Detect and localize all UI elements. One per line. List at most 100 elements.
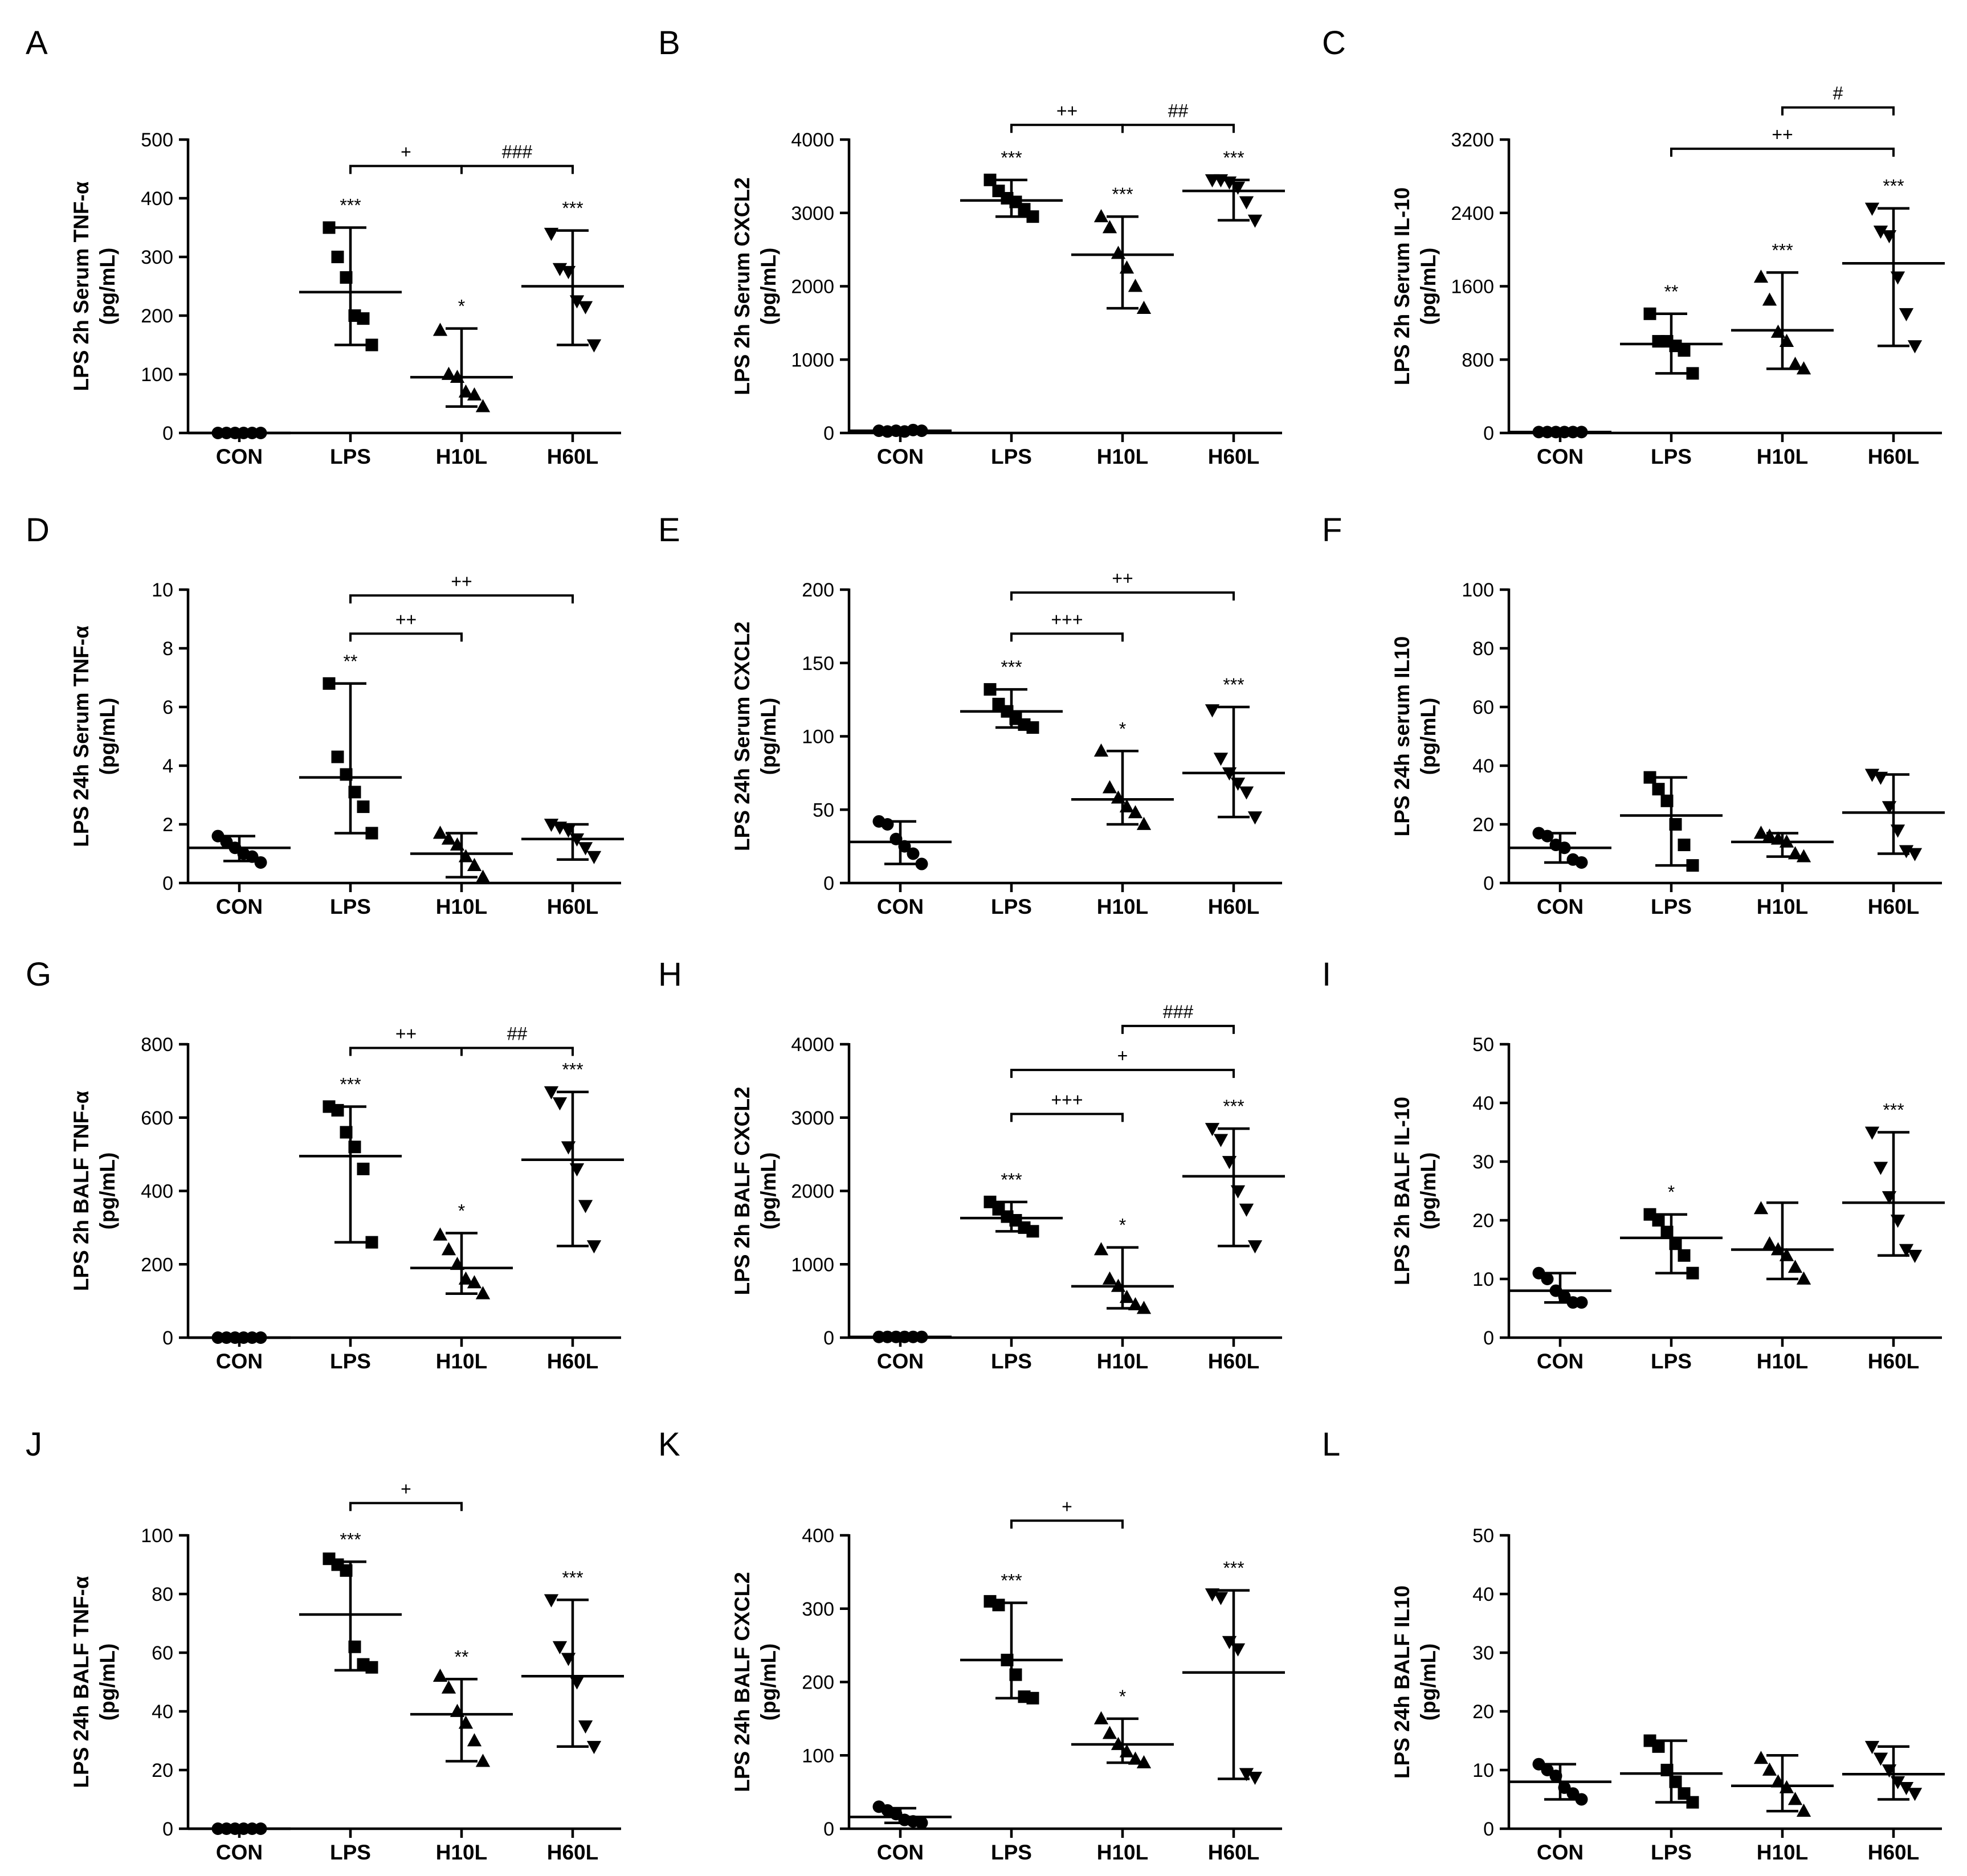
significance-stars: *** bbox=[1001, 657, 1022, 677]
data-point bbox=[357, 800, 370, 814]
x-category-label: CON bbox=[877, 1841, 924, 1864]
data-point bbox=[984, 683, 997, 696]
data-point bbox=[1102, 220, 1117, 234]
y-tick-label: 500 bbox=[141, 129, 173, 151]
data-point bbox=[578, 301, 593, 314]
panel-letter: J bbox=[26, 1426, 42, 1463]
significance-stars: *** bbox=[1223, 148, 1244, 168]
x-category-label: H10L bbox=[436, 1841, 487, 1864]
panel-letter: E bbox=[658, 512, 680, 549]
panel-c: C 0 800 1600 2400 3200 LPS 2h Serum IL-10 (pg/m… bbox=[1322, 24, 1945, 468]
bracket-label: # bbox=[1833, 83, 1843, 104]
data-point bbox=[1128, 1751, 1143, 1765]
bracket-label: ++ bbox=[1772, 124, 1793, 145]
bracket-label: ++ bbox=[1056, 100, 1078, 121]
y-tick-label: 4 bbox=[162, 755, 173, 777]
data-point bbox=[365, 827, 378, 840]
y-tick-label: 10 bbox=[152, 579, 173, 601]
bracket-label: ++ bbox=[1112, 568, 1133, 588]
y-axis-unit: (pg/mL) bbox=[757, 1152, 780, 1230]
panel-b: B 0 1000 2000 3000 4000 LPS 2h Serum CXCL2 (pg/… bbox=[658, 24, 1285, 468]
panel-letter: H bbox=[658, 956, 682, 993]
data-point bbox=[1652, 1740, 1665, 1753]
x-category-label: H60L bbox=[547, 1350, 598, 1373]
data-point bbox=[1026, 1225, 1039, 1238]
data-point bbox=[1575, 1793, 1588, 1806]
y-tick-label: 1600 bbox=[1451, 276, 1494, 298]
y-axis-title: LPS 24h BALF CXCL2 bbox=[731, 1572, 754, 1792]
data-point bbox=[1136, 1755, 1152, 1769]
panel-letter: C bbox=[1322, 24, 1346, 62]
y-tick-label: 0 bbox=[1483, 873, 1494, 894]
data-point bbox=[1686, 859, 1699, 872]
data-point bbox=[1686, 1796, 1699, 1809]
x-category-label: CON bbox=[877, 1350, 924, 1373]
y-tick-label: 300 bbox=[141, 247, 173, 268]
y-axis-title: LPS 2h Serum TNF-α bbox=[70, 181, 93, 391]
data-point bbox=[1541, 1273, 1554, 1285]
y-axis-title: LPS 24h Serum CXCL2 bbox=[731, 622, 754, 851]
data-point bbox=[1247, 214, 1263, 228]
y-tick-label: 150 bbox=[802, 653, 834, 675]
data-point bbox=[1643, 307, 1656, 320]
y-tick-label: 20 bbox=[1472, 814, 1494, 836]
comparison-bracket bbox=[460, 1047, 574, 1056]
data-point bbox=[1762, 828, 1777, 842]
y-axis-unit: (pg/mL) bbox=[96, 1152, 119, 1230]
y-tick-label: 3200 bbox=[1451, 129, 1494, 151]
data-point bbox=[331, 750, 344, 763]
x-category-label: LPS bbox=[330, 445, 371, 468]
y-tick-label: 1000 bbox=[791, 1254, 834, 1276]
significance-stars: ** bbox=[1664, 281, 1679, 302]
comparison-bracket bbox=[1121, 1024, 1235, 1034]
significance-stars: *** bbox=[1001, 1570, 1022, 1591]
bracket-label: ++ bbox=[451, 571, 472, 591]
y-tick-label: 200 bbox=[802, 579, 834, 601]
panel-j: J 0 20 40 60 80 100 LPS 24h BALF TNF-α (pg/mL) CO… bbox=[26, 1426, 624, 1864]
y-axis-title: LPS 2h Serum CXCL2 bbox=[731, 177, 754, 395]
data-point bbox=[475, 399, 491, 412]
significance-stars: * bbox=[458, 296, 465, 317]
panel-f: F 0 20 40 60 80 100 LPS 24h serum IL10 (pg/mL) CO… bbox=[1322, 512, 1945, 918]
data-point bbox=[1093, 1242, 1109, 1256]
data-point bbox=[1788, 1792, 1803, 1805]
comparison-bracket bbox=[1010, 124, 1124, 133]
data-point bbox=[1864, 202, 1880, 216]
x-category-label: H60L bbox=[1208, 1841, 1259, 1864]
y-axis-unit: (pg/mL) bbox=[96, 698, 119, 775]
data-point bbox=[1575, 856, 1588, 869]
data-point bbox=[1753, 1201, 1769, 1215]
data-point bbox=[1796, 1803, 1811, 1817]
bracket-label: + bbox=[1117, 1045, 1128, 1066]
y-tick-label: 2400 bbox=[1451, 203, 1494, 224]
data-point bbox=[1102, 1271, 1117, 1285]
comparison-bracket bbox=[1010, 1113, 1124, 1122]
data-point bbox=[1762, 292, 1777, 306]
y-tick-label: 40 bbox=[1472, 755, 1494, 777]
bracket-label: + bbox=[401, 1478, 411, 1499]
data-point bbox=[1239, 1768, 1254, 1781]
y-tick-label: 30 bbox=[1472, 1151, 1494, 1173]
significance-stars: ** bbox=[344, 651, 358, 672]
data-point bbox=[432, 1227, 448, 1241]
data-point bbox=[1205, 1123, 1220, 1137]
x-category-label: CON bbox=[216, 445, 263, 468]
data-point bbox=[1753, 825, 1769, 839]
significance-stars: *** bbox=[1001, 1170, 1022, 1190]
data-point bbox=[475, 869, 491, 883]
y-axis-unit: (pg/mL) bbox=[757, 1644, 780, 1721]
panel-letter: A bbox=[26, 24, 48, 62]
x-category-label: H10L bbox=[1757, 1841, 1808, 1864]
y-tick-label: 0 bbox=[823, 1818, 834, 1840]
y-tick-label: 0 bbox=[823, 423, 834, 444]
panel-letter: G bbox=[26, 956, 51, 993]
x-category-label: CON bbox=[216, 1841, 263, 1864]
y-tick-label: 400 bbox=[141, 188, 173, 210]
data-point bbox=[915, 1816, 928, 1829]
y-tick-label: 100 bbox=[802, 726, 834, 748]
y-axis-title: LPS 2h BALF CXCL2 bbox=[731, 1087, 754, 1295]
panel-a: A 0 100 200 300 400 500 LPS 2h Serum TNF-α (pg/m… bbox=[26, 24, 624, 468]
data-point bbox=[586, 339, 602, 353]
data-point bbox=[1652, 1214, 1665, 1227]
data-point bbox=[984, 173, 997, 186]
